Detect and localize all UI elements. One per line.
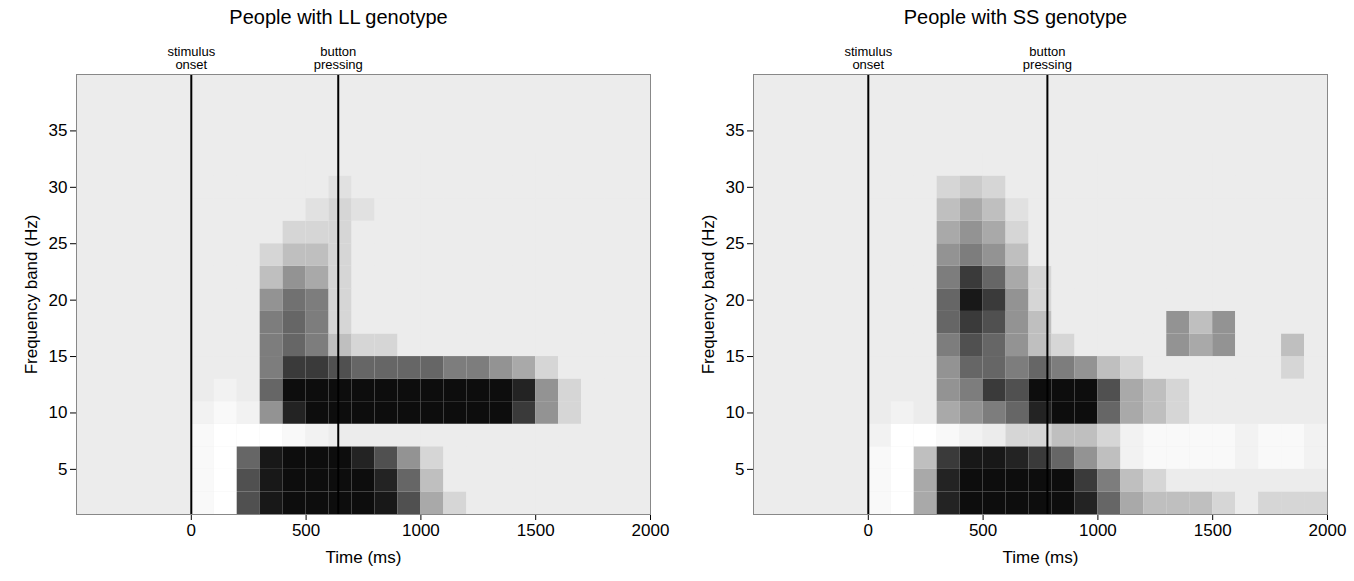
svg-text:500: 500 (968, 521, 996, 540)
svg-text:25: 25 (48, 234, 67, 253)
svg-text:Frequency band (Hz): Frequency band (Hz) (21, 215, 40, 375)
svg-text:2000: 2000 (631, 521, 669, 540)
svg-text:5: 5 (58, 460, 67, 479)
svg-text:Time (ms): Time (ms) (325, 548, 401, 567)
svg-text:buttonpressing: buttonpressing (1022, 44, 1071, 72)
svg-text:35: 35 (48, 121, 67, 140)
svg-text:1000: 1000 (1078, 521, 1116, 540)
svg-text:5: 5 (735, 460, 744, 479)
svg-text:stimulusonset: stimulusonset (844, 44, 892, 72)
svg-text:30: 30 (725, 178, 744, 197)
svg-text:2000: 2000 (1308, 521, 1346, 540)
svg-text:30: 30 (48, 178, 67, 197)
svg-text:buttonpressing: buttonpressing (313, 44, 362, 72)
svg-text:20: 20 (48, 291, 67, 310)
svg-text:10: 10 (48, 403, 67, 422)
svg-text:0: 0 (186, 521, 195, 540)
svg-text:25: 25 (725, 234, 744, 253)
svg-text:1500: 1500 (1193, 521, 1231, 540)
svg-text:10: 10 (725, 403, 744, 422)
html-text:People with LL genotype: People with LL genotype (229, 6, 448, 28)
svg-text:Frequency band (Hz): Frequency band (Hz) (698, 215, 717, 375)
svg-text:1500: 1500 (516, 521, 554, 540)
html-text:People with SS genotype: People with SS genotype (903, 6, 1128, 28)
svg-text:15: 15 (725, 347, 744, 366)
svg-text:20: 20 (725, 291, 744, 310)
svg-text:35: 35 (725, 121, 744, 140)
svg-text:Time (ms): Time (ms) (1002, 548, 1078, 567)
svg-text:500: 500 (291, 521, 319, 540)
svg-text:stimulusonset: stimulusonset (167, 44, 215, 72)
svg-text:15: 15 (48, 347, 67, 366)
svg-text:1000: 1000 (401, 521, 439, 540)
svg-text:0: 0 (863, 521, 872, 540)
